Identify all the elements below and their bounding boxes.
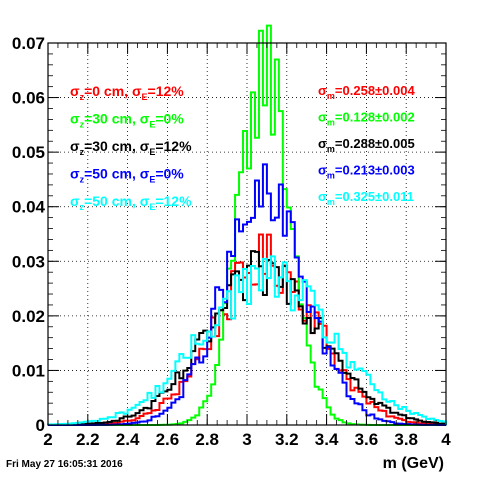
x-tick-label: 3.8	[394, 430, 418, 449]
y-tick-label: 0.06	[12, 89, 45, 108]
grid-lines	[48, 43, 446, 425]
y-tick-label: 0.05	[12, 143, 45, 162]
x-tick-label: 3	[242, 430, 251, 449]
y-tick-label: 0.04	[12, 198, 46, 217]
legend-entry-5: σz=50 cm, σE=12%	[70, 193, 192, 212]
x-axis-title: m (GeV)	[383, 455, 444, 472]
sigma-m-label-2: σm=0.128±0.002	[318, 110, 415, 128]
sigma-m-label-3: σm=0.288±0.005	[318, 136, 415, 154]
sigma-labels: σm=0.258±0.004 σm=0.128±0.002 σm=0.288±0.0…	[318, 83, 415, 207]
series-5-histogram	[47, 255, 447, 426]
sigma-m-label-5: σm=0.325±0.011	[318, 189, 414, 207]
legend-entry-3: σz=30 cm, σE=12%	[70, 138, 192, 157]
axis-ticks: 2 2.2 2.4 2.6 2.8 3 3.2 3.4 3.6 3.8 4 0 0.01 0.02 0.03…	[12, 34, 451, 449]
x-tick-label: 2.4	[116, 430, 140, 449]
sigma-m-label-1: σm=0.258±0.004	[318, 83, 415, 101]
legend-entry-4: σz=50 cm, σE=0%	[70, 166, 184, 185]
legend-entry-2: σz=30 cm, σE=0%	[70, 111, 184, 130]
x-tick-label: 2.2	[76, 430, 100, 449]
y-tick-label: 0.03	[12, 252, 45, 271]
y-tick-label: 0.07	[12, 34, 45, 53]
y-tick-label: 0.02	[12, 307, 45, 326]
sigma-m-label-4: σm=0.213±0.003	[318, 163, 415, 181]
legend: σz=0 cm, σE=12% σz=30 cm, σE=0% σz=30 cm, …	[70, 83, 192, 212]
y-tick-label: 0.01	[12, 361, 45, 380]
x-tick-label: 2.6	[156, 430, 180, 449]
y-tick-label: 0	[36, 416, 45, 435]
x-tick-label: 3.4	[315, 430, 339, 449]
legend-entry-1: σz=0 cm, σE=12%	[70, 83, 184, 102]
x-tick-label: 2	[43, 430, 52, 449]
x-tick-label: 4	[441, 430, 451, 449]
x-tick-label: 3.2	[275, 430, 299, 449]
x-tick-label: 2.8	[195, 430, 219, 449]
x-tick-label: 3.6	[355, 430, 379, 449]
timestamp-label: Fri May 27 16:05:31 2016	[6, 459, 123, 470]
